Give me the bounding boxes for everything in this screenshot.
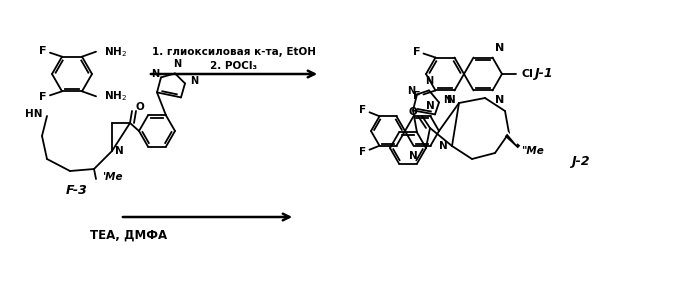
Text: 2. POCl₃: 2. POCl₃ [210,61,258,71]
Text: HN: HN [24,109,42,119]
Text: "Me: "Me [521,146,544,156]
Text: F: F [359,147,366,157]
Text: N: N [407,86,415,97]
Text: NH$_2$: NH$_2$ [104,89,127,103]
Text: F: F [413,47,420,57]
Text: Cl: Cl [522,69,534,79]
Text: NH$_2$: NH$_2$ [104,45,127,59]
Text: J-1: J-1 [534,68,553,81]
Text: N: N [115,146,124,156]
Text: F-3: F-3 [66,184,88,197]
Text: N: N [151,69,159,79]
Text: N: N [439,141,448,151]
Text: O: O [135,102,144,112]
Text: N: N [443,95,451,105]
Text: N: N [447,95,456,105]
Text: N: N [496,95,505,105]
Text: 1. глиоксиловая к-та, EtOH: 1. глиоксиловая к-та, EtOH [152,47,316,57]
Text: 'Me: 'Me [102,172,123,182]
Text: F: F [40,92,47,102]
Text: F: F [359,105,366,115]
Text: N: N [426,101,435,111]
Text: N: N [409,151,418,161]
Text: N: N [425,76,433,86]
Text: N: N [173,60,181,69]
Text: ТЕА, ДМФА: ТЕА, ДМФА [90,229,167,242]
Text: F: F [40,46,47,56]
Text: N: N [496,42,505,53]
Text: F: F [413,91,420,101]
Text: J-2: J-2 [571,155,590,168]
Text: N: N [190,76,198,86]
Text: O: O [408,107,417,117]
